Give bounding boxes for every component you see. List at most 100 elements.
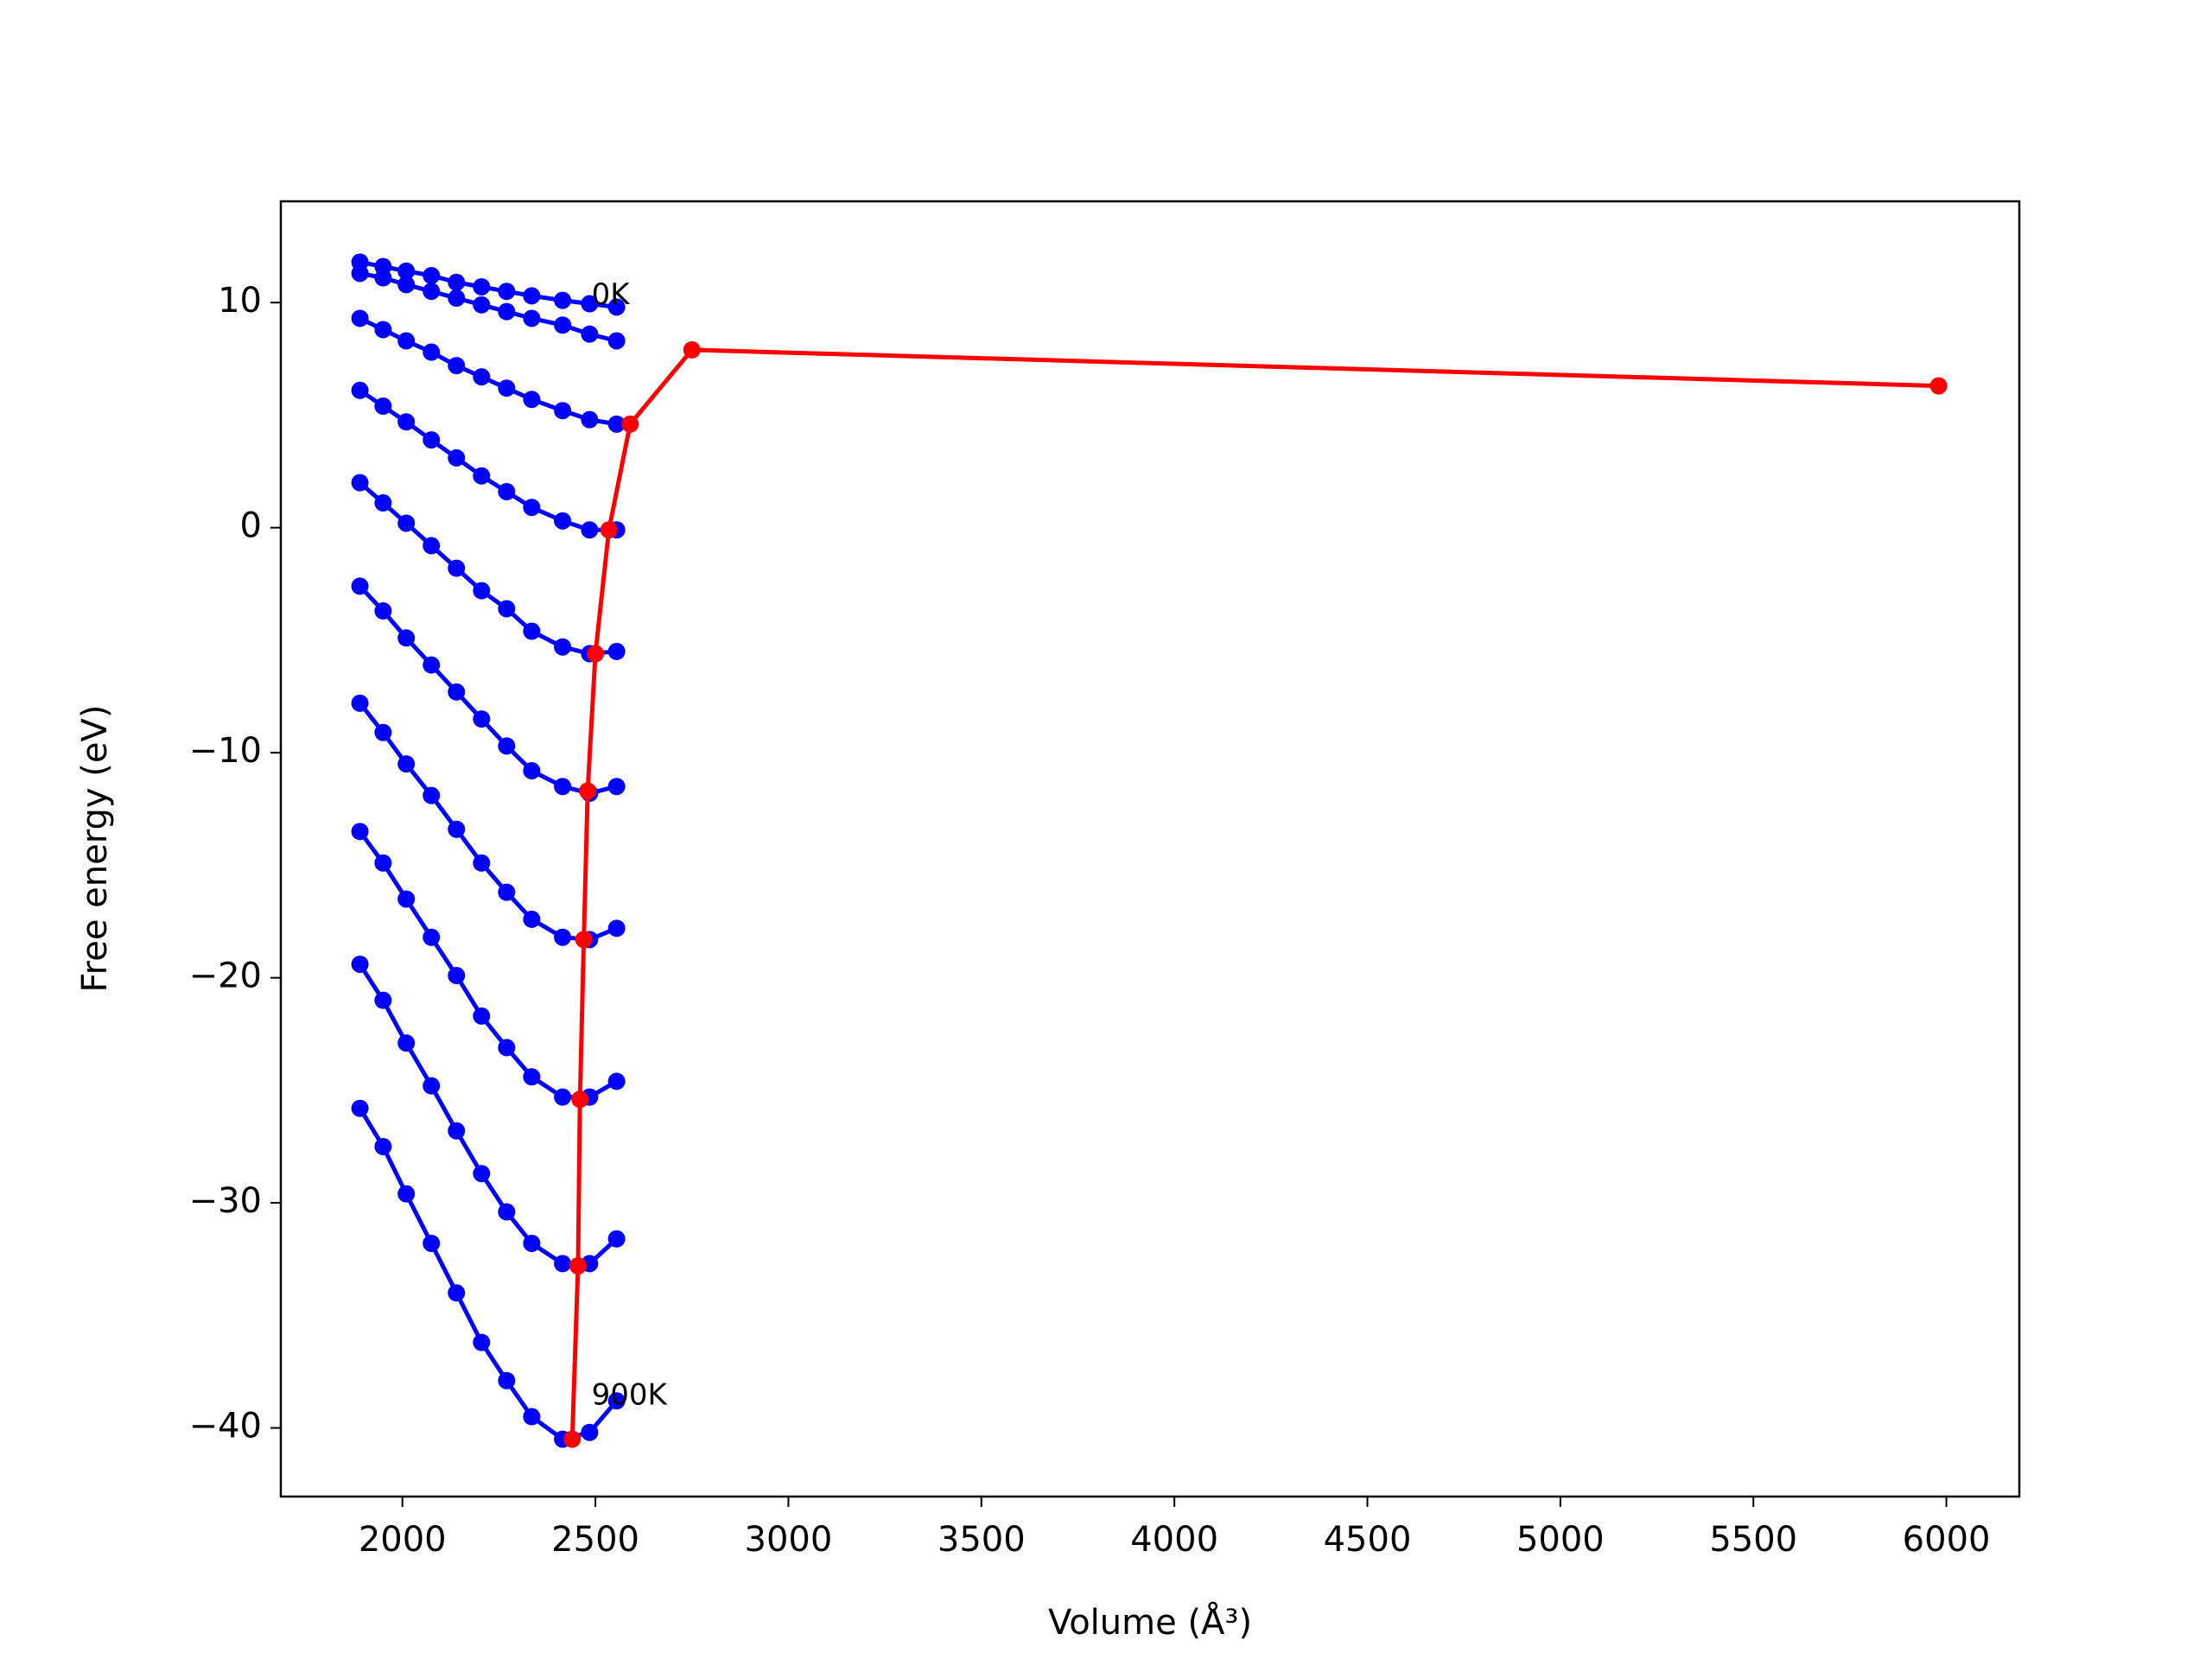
point xyxy=(554,316,572,334)
x-tick-label: 3000 xyxy=(745,1520,833,1560)
point xyxy=(473,1165,491,1183)
point xyxy=(351,1099,369,1117)
point xyxy=(423,786,441,804)
point xyxy=(498,1039,516,1057)
point xyxy=(569,1257,587,1275)
point xyxy=(448,289,466,308)
point xyxy=(351,264,369,283)
y-tick-label: 0 xyxy=(240,506,262,546)
x-tick-label: 2500 xyxy=(551,1520,639,1560)
y-axis-label: Free energy (eV) xyxy=(75,705,115,993)
point xyxy=(351,577,369,595)
point xyxy=(397,276,416,294)
point xyxy=(498,1203,516,1221)
point xyxy=(523,499,541,517)
x-tick-label: 5500 xyxy=(1709,1520,1797,1560)
point xyxy=(607,778,626,796)
plot-frame xyxy=(279,200,2021,1498)
point xyxy=(397,1034,416,1052)
point xyxy=(473,277,491,296)
point xyxy=(448,1284,466,1302)
series-line xyxy=(359,316,618,427)
x-tick-label: 2000 xyxy=(359,1520,447,1560)
point xyxy=(523,309,541,327)
point xyxy=(600,521,618,539)
point xyxy=(473,467,491,485)
point xyxy=(397,332,416,350)
point xyxy=(587,645,605,663)
x-tick-label: 4000 xyxy=(1130,1520,1218,1560)
point xyxy=(523,910,541,928)
point xyxy=(554,778,572,796)
annotation: 900K xyxy=(592,1378,669,1413)
point xyxy=(397,262,416,280)
point xyxy=(397,755,416,773)
point xyxy=(423,537,441,555)
point xyxy=(523,1068,541,1086)
point xyxy=(607,1072,626,1090)
y-tick-label: −20 xyxy=(189,957,262,996)
point xyxy=(523,287,541,305)
point xyxy=(554,928,572,946)
point xyxy=(523,391,541,409)
point xyxy=(571,1090,589,1109)
point xyxy=(581,325,599,343)
point xyxy=(473,368,491,386)
point xyxy=(397,890,416,908)
point xyxy=(423,283,441,301)
point xyxy=(448,448,466,467)
point xyxy=(554,402,572,420)
point xyxy=(473,854,491,872)
point xyxy=(607,415,626,433)
point xyxy=(498,302,516,321)
series-line xyxy=(358,702,618,942)
point xyxy=(448,1122,466,1140)
point xyxy=(498,1371,516,1389)
point xyxy=(351,823,369,841)
point xyxy=(621,415,639,433)
point xyxy=(397,514,416,532)
point xyxy=(575,931,593,949)
point xyxy=(374,269,392,287)
point xyxy=(448,820,466,838)
series-line xyxy=(569,347,1939,1440)
point xyxy=(581,1423,599,1441)
point xyxy=(523,1408,541,1426)
point xyxy=(607,642,626,660)
point xyxy=(351,309,369,327)
point xyxy=(581,410,599,429)
point xyxy=(1929,377,1948,395)
series-line xyxy=(359,388,617,532)
x-tick-label: 6000 xyxy=(1903,1520,1991,1560)
x-tick-label: 5000 xyxy=(1516,1520,1605,1560)
point xyxy=(554,291,572,309)
point xyxy=(423,1077,441,1095)
point xyxy=(473,296,491,314)
x-tick-label: 3500 xyxy=(938,1520,1026,1560)
y-tick-label: −10 xyxy=(189,731,262,771)
point xyxy=(498,483,516,501)
point xyxy=(397,1185,416,1203)
point xyxy=(448,967,466,985)
point xyxy=(374,854,392,872)
point xyxy=(498,283,516,301)
point xyxy=(374,494,392,512)
x-tick-label: 4500 xyxy=(1324,1520,1412,1560)
point xyxy=(423,343,441,361)
y-tick-label: −40 xyxy=(189,1407,262,1446)
point xyxy=(473,1333,491,1351)
point xyxy=(498,600,516,618)
point xyxy=(579,782,597,800)
point xyxy=(397,413,416,431)
point xyxy=(423,656,441,674)
point xyxy=(554,512,572,530)
point xyxy=(607,332,626,350)
point xyxy=(423,431,441,449)
point xyxy=(374,1137,392,1155)
point xyxy=(423,1234,441,1252)
point xyxy=(397,629,416,647)
point xyxy=(423,266,441,284)
point xyxy=(523,622,541,640)
point xyxy=(351,381,369,399)
